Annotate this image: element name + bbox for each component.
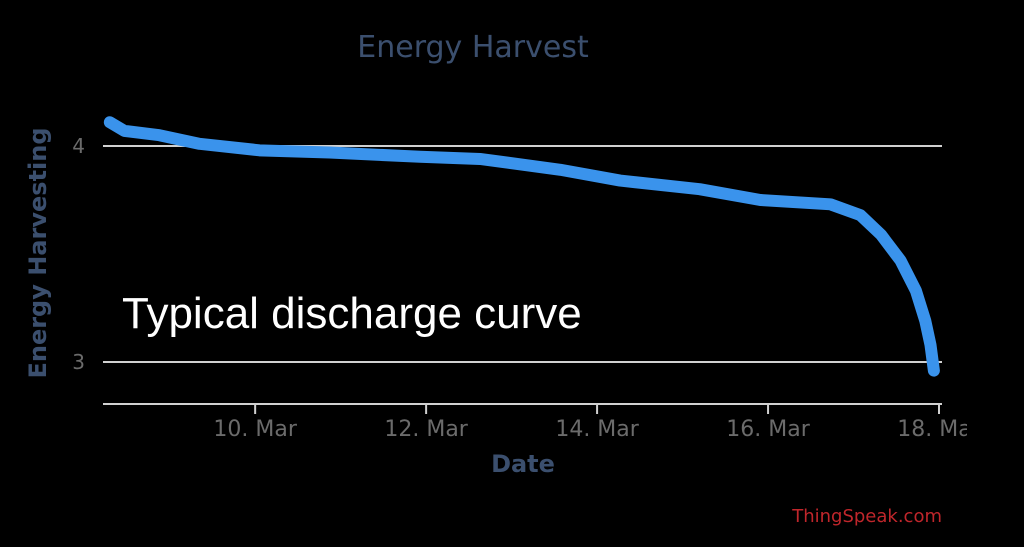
y-tick-label: 3 bbox=[72, 350, 85, 374]
x-tick-label: 12. Mar bbox=[384, 417, 468, 442]
credit: ThingSpeak.com bbox=[791, 506, 942, 527]
chart-title: Energy Harvest bbox=[357, 30, 589, 65]
x-ticks: 10. Mar 12. Mar 14. Mar 16. Mar 18. Mar bbox=[213, 404, 981, 442]
x-tick-label: 10. Mar bbox=[213, 417, 297, 442]
data-line bbox=[103, 116, 940, 377]
y-tick-label: 4 bbox=[72, 134, 85, 158]
x-tick-label: 18. Mar bbox=[897, 417, 981, 442]
x-tick-label: 16. Mar bbox=[726, 417, 810, 442]
x-axis-label: Date bbox=[491, 450, 555, 478]
y-axis-label: Energy Harvesting bbox=[24, 127, 52, 378]
annotation: Typical discharge curve bbox=[122, 289, 582, 338]
plot: 3 4 10. Mar 12. Mar 14. Mar 16. Mar 18. Mar bbox=[72, 116, 981, 442]
x-tick-label: 14. Mar bbox=[555, 417, 639, 442]
